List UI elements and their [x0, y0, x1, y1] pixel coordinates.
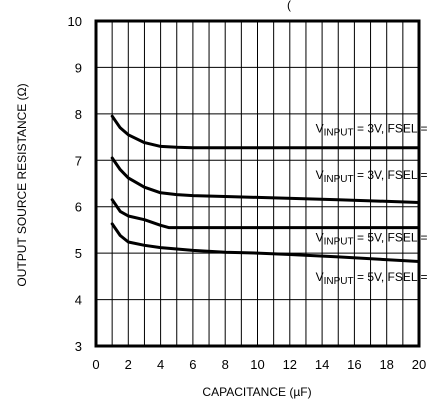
- series-line-4: [110, 222, 421, 263]
- x-tick-label: 20: [412, 357, 426, 372]
- y-tick-label: 3: [75, 339, 82, 354]
- x-tick-label: 0: [92, 357, 99, 372]
- y-tick-label: 6: [75, 200, 82, 215]
- y-tick-label: 7: [75, 153, 82, 168]
- x-tick-label: 4: [157, 357, 164, 372]
- x-tick-label: 14: [315, 357, 329, 372]
- grid-lines: [96, 21, 419, 346]
- plot-border: [94, 19, 421, 348]
- chart-title-fragment: (: [287, 0, 291, 12]
- tick-labels: 0 2 4 6 8 10 12 14 16 18 20 3 4 5 6 7 8 9 10: [68, 14, 427, 372]
- series-label-2: VINPUT = 3V, FSEL = IN: [316, 168, 427, 185]
- series-label-4: VINPUT = 5V, FSEL = IN: [316, 270, 427, 287]
- x-tick-label: 8: [222, 357, 229, 372]
- curve-labels: VINPUT = 3V, FSEL = LV VINPUT = 3V, FSEL …: [316, 121, 427, 287]
- x-tick-label: 18: [379, 357, 393, 372]
- series-line-3: [110, 198, 421, 230]
- x-tick-label: 10: [250, 357, 264, 372]
- plot-frame: [94, 19, 421, 348]
- y-tick-label: 9: [75, 60, 82, 75]
- y-tick-label: 5: [75, 246, 82, 261]
- x-tick-label: 12: [283, 357, 297, 372]
- x-tick-label: 6: [189, 357, 196, 372]
- x-axis-title: CAPACITANCE (µF): [202, 385, 311, 399]
- y-tick-label: 4: [75, 293, 82, 308]
- x-tick-label: 2: [125, 357, 132, 372]
- data-curves: [110, 114, 421, 263]
- series-line-1: [110, 114, 421, 150]
- series-label-1: VINPUT = 3V, FSEL = LV: [316, 121, 427, 138]
- y-tick-label: 10: [68, 14, 82, 29]
- y-tick-label: 8: [75, 107, 82, 122]
- series-line-2: [110, 156, 421, 204]
- y-axis-title: OUTPUT SOURCE RESISTANCE (Ω): [15, 83, 29, 286]
- x-tick-label: 16: [347, 357, 361, 372]
- series-label-3: VINPUT = 5V, FSEL = LV: [316, 231, 427, 248]
